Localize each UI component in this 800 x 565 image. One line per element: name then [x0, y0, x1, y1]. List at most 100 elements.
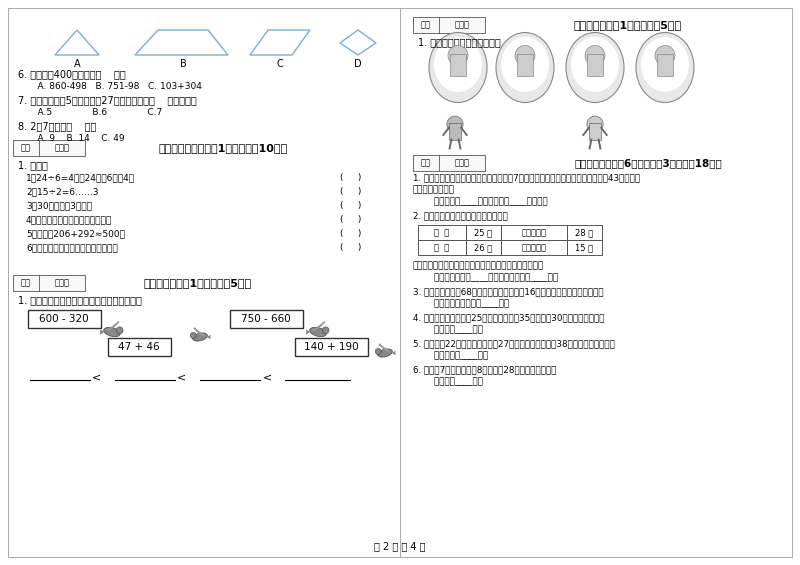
Circle shape [515, 46, 535, 66]
Text: <: < [92, 372, 102, 382]
Bar [449, 123, 462, 140]
Text: 6. 结果小于400的算式是（    ）。: 6. 结果小于400的算式是（ ）。 [18, 69, 126, 79]
Ellipse shape [193, 333, 207, 341]
Text: 七、连一连（共1大题，共计5分）: 七、连一连（共1大题，共计5分） [574, 20, 682, 30]
Bar [413, 155, 485, 171]
Text: A: A [74, 59, 80, 69]
Ellipse shape [496, 33, 554, 102]
Ellipse shape [501, 37, 549, 92]
Text: <: < [177, 372, 186, 382]
Bar [418, 240, 466, 255]
Text: 4、量小蚂蚁的身长用毫米作单位。: 4、量小蚂蚁的身长用毫米作单位。 [26, 215, 112, 224]
Text: (     ): ( ) [340, 173, 362, 182]
FancyBboxPatch shape [230, 310, 302, 328]
Text: 八、解决问题（共6小题，每题3分，共计18分）: 八、解决问题（共6小题，每题3分，共计18分） [574, 158, 722, 168]
Text: (     ): ( ) [340, 215, 362, 224]
Bar [418, 225, 466, 240]
Text: 牡丹班同学中，不会下围棋和不会下象棋的各有多少人？: 牡丹班同学中，不会下围棋和不会下象棋的各有多少人？ [413, 261, 544, 270]
Ellipse shape [636, 33, 694, 102]
Text: 2. 李星在自己班调查，得到如下数据：: 2. 李星在自己班调查，得到如下数据： [413, 211, 508, 220]
Bar [13, 140, 85, 156]
Text: 得分: 得分 [421, 159, 431, 167]
Text: 140 + 190: 140 + 190 [304, 341, 358, 351]
Text: 六、比一比（共1大题，共计5分）: 六、比一比（共1大题，共计5分） [144, 278, 252, 288]
Text: 评卷人: 评卷人 [454, 159, 470, 167]
Polygon shape [100, 329, 104, 334]
Text: 得分: 得分 [421, 20, 431, 29]
Ellipse shape [378, 349, 392, 357]
Text: 2、15÷2=6……3: 2、15÷2=6……3 [26, 187, 98, 196]
Text: B: B [180, 59, 186, 69]
Bar [567, 240, 602, 255]
Text: 1. 判断：: 1. 判断： [18, 160, 48, 170]
Text: 五、判断对与错（共1大题，共计10分）: 五、判断对与错（共1大题，共计10分） [158, 143, 287, 153]
Text: 评卷人: 评卷人 [54, 279, 70, 288]
Bar [450, 54, 466, 76]
Text: 750 - 660: 750 - 660 [241, 314, 291, 324]
Circle shape [447, 116, 463, 132]
Circle shape [375, 349, 382, 354]
Circle shape [116, 327, 123, 334]
Ellipse shape [310, 327, 326, 337]
Bar [501, 240, 567, 255]
Text: <: < [263, 372, 272, 382]
Text: (     ): ( ) [340, 243, 362, 252]
Circle shape [655, 46, 675, 66]
Text: 答：还剩____支。: 答：还剩____支。 [423, 377, 483, 386]
Text: 6. 商店有7盒钢笔，每盒8支，卖了28支，还剩多少支？: 6. 商店有7盒钢笔，每盒8支，卖了28支，还剩多少支？ [413, 365, 557, 374]
Text: 25 人: 25 人 [474, 228, 493, 237]
Text: 600 - 320: 600 - 320 [39, 314, 89, 324]
Text: D: D [354, 59, 362, 69]
Text: 5、估算：206+292≈500。: 5、估算：206+292≈500。 [26, 229, 125, 238]
Text: 4. 粮店第一次运进面粉25袋，第二次运进35袋，卖出30袋，还剩多少袋？: 4. 粮店第一次运进面粉25袋，第二次运进35袋，卖出30袋，还剩多少袋？ [413, 313, 605, 322]
Text: 答：二年级共有学生____人。: 答：二年级共有学生____人。 [423, 299, 510, 308]
Polygon shape [392, 351, 395, 355]
Text: 26 人: 26 人 [474, 243, 493, 252]
Bar [517, 54, 533, 76]
Polygon shape [306, 329, 310, 334]
Text: 得分: 得分 [21, 144, 31, 153]
Circle shape [190, 332, 196, 338]
Text: C: C [277, 59, 283, 69]
Text: 5. 班级里有22张彩色纸，又买了27张，开联欢会时用去38张，还剩下多少张？: 5. 班级里有22张彩色纸，又买了27张，开联欢会时用去38张，还剩下多少张？ [413, 339, 615, 348]
Ellipse shape [641, 37, 689, 92]
Polygon shape [379, 344, 389, 351]
Text: 来有多少个学生？: 来有多少个学生？ [413, 185, 455, 194]
Text: 3、30个十等于3个百。: 3、30个十等于3个百。 [26, 201, 92, 210]
Text: 47 + 46: 47 + 46 [118, 341, 160, 351]
Text: 1、24÷6=4读作24除以6等于4。: 1、24÷6=4读作24除以6等于4。 [26, 173, 135, 182]
Circle shape [322, 327, 329, 334]
Text: 1. 连一连镜子里看到的图像。: 1. 连一连镜子里看到的图像。 [418, 37, 501, 47]
Circle shape [448, 46, 468, 66]
Text: 答：还剩____袋。: 答：还剩____袋。 [423, 325, 483, 334]
Text: 评卷人: 评卷人 [54, 144, 70, 153]
Ellipse shape [429, 33, 487, 102]
Text: 会下围棋的: 会下围棋的 [522, 228, 546, 237]
Text: 8. 2个7相乘是（    ）。: 8. 2个7相乘是（ ）。 [18, 121, 96, 131]
Ellipse shape [104, 327, 120, 337]
Text: 答：新来了____学生，原来有____个学生。: 答：新来了____学生，原来有____个学生。 [423, 197, 548, 206]
Polygon shape [108, 322, 118, 331]
Text: 评卷人: 评卷人 [454, 20, 470, 29]
Polygon shape [194, 328, 204, 336]
Text: 男  生: 男 生 [434, 228, 450, 237]
Text: 7. 多多餐厅，每5人一桌，有27人，至少需要（    ）张桌子。: 7. 多多餐厅，每5人一桌，有27人，至少需要（ ）张桌子。 [18, 95, 197, 105]
Bar [466, 240, 501, 255]
FancyBboxPatch shape [107, 337, 170, 355]
Text: 女  生: 女 生 [434, 243, 450, 252]
Bar [501, 225, 567, 240]
Polygon shape [206, 334, 210, 339]
Bar [587, 54, 603, 76]
Text: (     ): ( ) [340, 187, 362, 196]
Text: A. 9    B. 14    C. 49: A. 9 B. 14 C. 49 [26, 134, 125, 143]
Bar [567, 225, 602, 240]
FancyBboxPatch shape [27, 310, 101, 328]
Circle shape [585, 46, 605, 66]
Text: A. 860-498   B. 751-98   C. 103+304: A. 860-498 B. 751-98 C. 103+304 [26, 82, 202, 91]
Bar [657, 54, 673, 76]
Ellipse shape [434, 37, 482, 92]
Text: 3. 二年级有男学生68人，女学生比男学生少16人，二年级共有学生多少人？: 3. 二年级有男学生68人，女学生比男学生少16人，二年级共有学生多少人？ [413, 287, 604, 296]
Text: A.5              B.6              C.7: A.5 B.6 C.7 [26, 108, 162, 117]
Bar [413, 17, 485, 33]
Text: (     ): ( ) [340, 229, 362, 238]
